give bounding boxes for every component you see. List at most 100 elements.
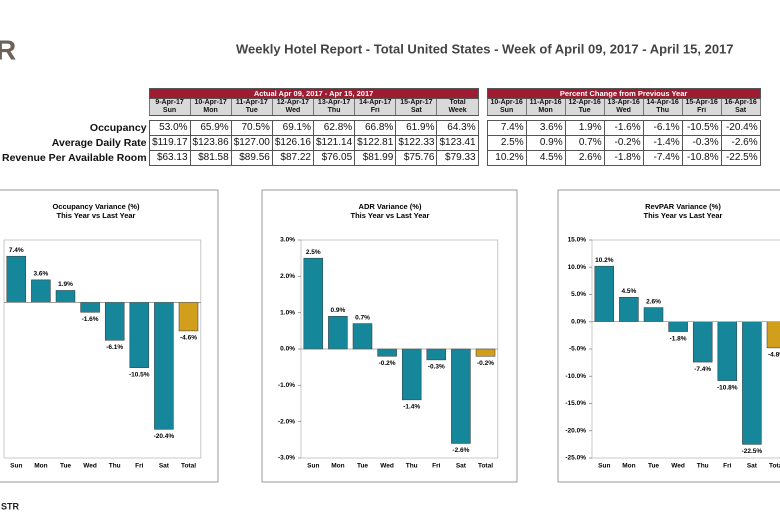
actual-cell: $121.14 xyxy=(312,135,356,151)
spacer xyxy=(0,89,149,99)
actual-cell: 70.5% xyxy=(230,120,273,136)
y-tick-label: 10.0% xyxy=(568,264,587,271)
x-tick-label: Wed xyxy=(671,463,685,470)
actual-cell: $81.58 xyxy=(189,150,232,166)
actual-cell: $126.16 xyxy=(271,135,315,151)
day-header: Sun xyxy=(486,107,527,116)
value-label: 10.2% xyxy=(595,257,614,264)
bar xyxy=(451,348,471,444)
x-tick-label: Total xyxy=(769,463,780,470)
actual-cell: $89.56 xyxy=(230,150,273,166)
change-cell: -1.4% xyxy=(642,135,683,151)
x-tick-label: Thu xyxy=(697,463,709,470)
y-tick-label: 3.0% xyxy=(280,237,295,244)
bar xyxy=(643,307,664,322)
chart-frame xyxy=(261,189,518,483)
change-cell: 1.9% xyxy=(564,120,605,136)
chart-title: RevPAR Variance (%) xyxy=(645,202,721,211)
change-cell: -1.6% xyxy=(603,120,644,136)
actual-cell: $87.22 xyxy=(271,150,315,166)
date-header: 13-Apr-17 xyxy=(312,98,356,107)
change-cell: -20.4% xyxy=(720,120,761,136)
value-label: 0.7% xyxy=(355,314,370,321)
actual-cell: 53.0% xyxy=(148,120,191,136)
bar xyxy=(668,321,688,332)
bar xyxy=(328,316,348,350)
change-cell: 3.6% xyxy=(525,120,566,136)
bar xyxy=(80,302,100,313)
bar xyxy=(619,296,639,323)
bar xyxy=(475,348,496,357)
day-header: Tue xyxy=(564,107,605,116)
value-label: 7.4% xyxy=(9,247,24,254)
row-label: Revenue Per Available Room xyxy=(2,152,147,164)
value-label: 3.6% xyxy=(33,271,48,278)
y-tick-label: -15.0% xyxy=(565,400,586,407)
bar xyxy=(6,255,27,303)
x-tick-label: Sat xyxy=(456,463,467,470)
y-tick-label: -1.0% xyxy=(278,382,295,389)
actual-cell: $63.13 xyxy=(148,150,191,166)
change-cell: -6.1% xyxy=(642,120,683,136)
y-tick-label: -2.0% xyxy=(278,418,295,425)
chart-subtitle: This Year vs Last Year xyxy=(351,211,430,220)
row-label: Occupancy xyxy=(89,122,147,134)
y-tick-label: 5.0% xyxy=(571,291,586,298)
change-cell: -10.8% xyxy=(681,150,722,166)
day-header: Mon xyxy=(189,107,232,116)
value-label: -0.2% xyxy=(379,360,396,367)
bar xyxy=(717,321,738,381)
value-label: -4.8% xyxy=(768,352,780,359)
group-header: Actual Apr 09, 2017 - Apr 15, 2017 xyxy=(148,88,479,99)
chart-subtitle: This Year vs Last Year xyxy=(57,211,136,220)
day-header: Thu xyxy=(642,107,683,116)
day-header: Wed xyxy=(271,107,315,116)
logo: R xyxy=(0,34,16,65)
spacer xyxy=(478,89,487,99)
bar xyxy=(129,302,150,368)
actual-cell: $123.41 xyxy=(436,135,479,151)
y-tick-label: 0.0% xyxy=(571,318,586,325)
report-title: Weekly Hotel Report - Total United State… xyxy=(236,41,734,56)
value-label: -7.4% xyxy=(694,366,711,373)
actual-cell: 62.8% xyxy=(312,120,356,136)
y-tick-label: -10.0% xyxy=(565,373,586,380)
day-header: Week xyxy=(436,107,479,116)
footer: STR xyxy=(1,501,20,511)
x-tick-label: Tue xyxy=(357,463,368,470)
change-cell: 4.5% xyxy=(525,150,566,166)
day-header: Mon xyxy=(525,107,566,116)
day-header: Sat xyxy=(720,107,761,116)
value-label: -6.1% xyxy=(106,344,123,351)
bar xyxy=(377,348,397,357)
x-tick-label: Sat xyxy=(747,463,758,470)
change-cell: -2.6% xyxy=(720,135,761,151)
x-tick-label: Fri xyxy=(135,463,144,470)
chart-subtitle: This Year vs Last Year xyxy=(644,211,723,220)
spacer xyxy=(478,99,487,108)
date-header: 15-Apr-17 xyxy=(395,98,438,107)
change-cell: 10.2% xyxy=(486,150,527,166)
bar xyxy=(742,321,762,445)
y-tick-label: 15.0% xyxy=(568,237,587,244)
change-cell: 7.4% xyxy=(486,120,527,136)
date-header: 10-Apr-17 xyxy=(189,98,232,107)
spacer xyxy=(0,107,149,116)
x-tick-label: Fri xyxy=(723,463,732,470)
change-cell: -1.8% xyxy=(603,150,644,166)
spacer xyxy=(478,121,487,136)
change-cell: -7.4% xyxy=(642,150,683,166)
change-cell: -0.3% xyxy=(681,135,722,151)
x-tick-label: Tue xyxy=(60,463,71,470)
metrics-table: Actual Apr 09, 2017 - Apr 15, 2017 Percen… xyxy=(0,88,761,166)
y-tick-label: 0.0% xyxy=(280,346,295,353)
day-header: Fri xyxy=(681,107,722,116)
spacer xyxy=(478,151,487,166)
date-header: 14-Apr-16 xyxy=(642,98,683,107)
y-tick-label: 1.0% xyxy=(280,309,295,316)
bar xyxy=(692,321,713,363)
bar xyxy=(154,302,174,430)
chart-panel: RevPAR Variance (%)This Year vs Last Yea… xyxy=(557,189,780,483)
